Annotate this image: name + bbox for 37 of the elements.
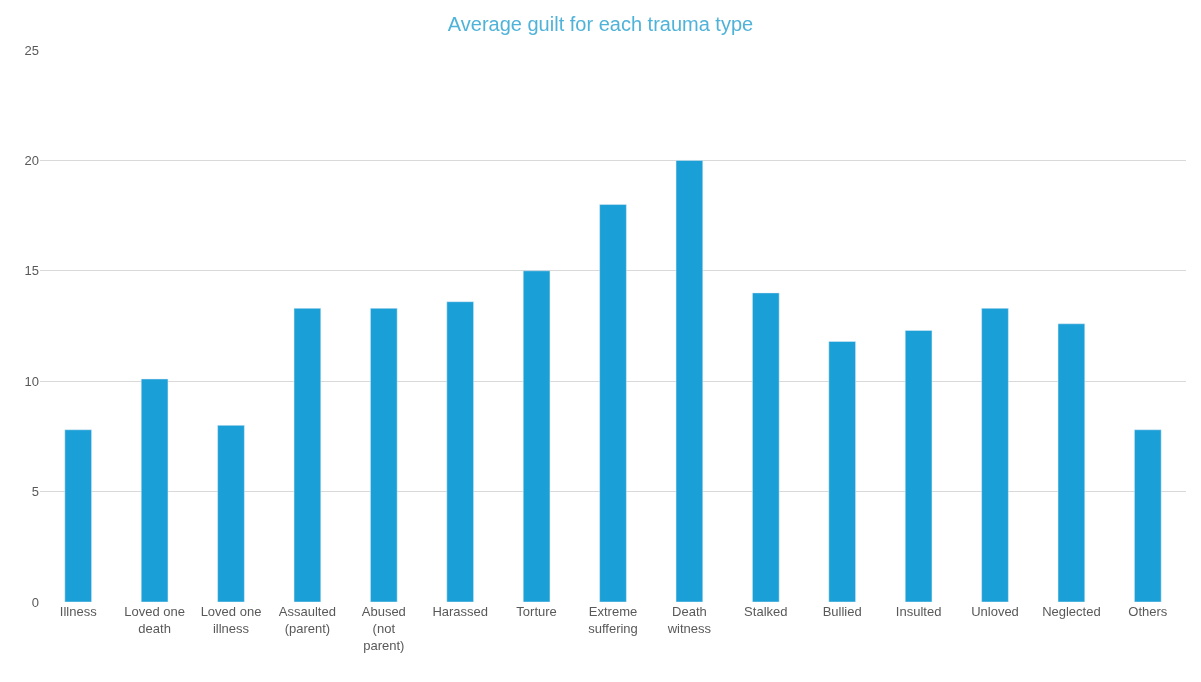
x-tick-label: Bullied bbox=[822, 604, 862, 619]
x-tick-label: Harassed bbox=[432, 604, 489, 619]
y-tick-label: 0 bbox=[31, 594, 39, 610]
x-tick-label: Abused (not parent) bbox=[361, 604, 406, 653]
bar bbox=[1134, 429, 1162, 602]
x-tick-label: Neglected bbox=[1042, 604, 1101, 619]
bar bbox=[370, 308, 398, 602]
bar bbox=[599, 204, 627, 602]
x-tick-label: Loved one illness bbox=[200, 604, 262, 636]
bar bbox=[64, 429, 92, 602]
bar bbox=[522, 270, 551, 602]
y-tick-label: 15 bbox=[24, 263, 39, 279]
bar bbox=[293, 308, 322, 602]
x-tick-label: Others bbox=[1128, 604, 1168, 619]
bar bbox=[1057, 323, 1086, 602]
x-tick-label: Death witness bbox=[666, 604, 712, 636]
y-tick-label: 25 bbox=[24, 42, 39, 58]
bar bbox=[675, 160, 704, 602]
bar bbox=[904, 330, 933, 602]
x-tick-label: Illness bbox=[59, 604, 98, 619]
y-tick-label: 5 bbox=[31, 484, 39, 500]
x-tick-label: Insulted bbox=[895, 604, 942, 619]
x-tick-label: Stalked bbox=[744, 604, 788, 619]
x-tick-label: Torture bbox=[516, 604, 557, 619]
x-tick-label: Extreme suffering bbox=[588, 604, 638, 636]
bar bbox=[217, 425, 245, 602]
bar bbox=[140, 378, 169, 602]
y-tick-label: 10 bbox=[24, 373, 39, 389]
bar bbox=[828, 341, 856, 602]
y-tick-label: 20 bbox=[24, 152, 39, 168]
bar bbox=[752, 292, 780, 602]
x-tick-label: Assaulted (parent) bbox=[278, 604, 336, 636]
x-tick-label: Loved one death bbox=[124, 604, 185, 636]
bar bbox=[981, 308, 1009, 602]
chart-title: Average guilt for each trauma type bbox=[447, 13, 754, 36]
x-tick-label: Unloved bbox=[971, 604, 1019, 619]
bar bbox=[446, 301, 474, 602]
